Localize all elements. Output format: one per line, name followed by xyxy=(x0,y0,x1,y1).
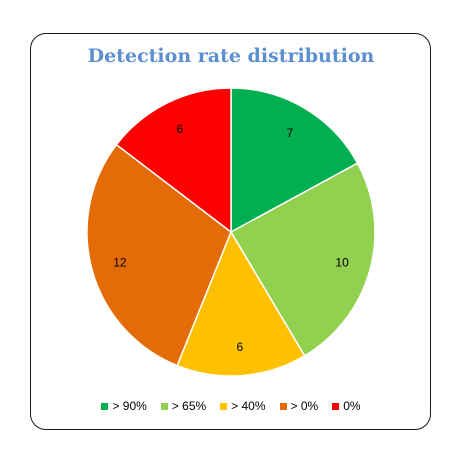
slice-value-label: 6 xyxy=(177,122,184,136)
legend-swatch xyxy=(220,402,228,410)
legend-swatch xyxy=(160,402,168,410)
legend-label: > 90% xyxy=(112,399,147,413)
slice-value-label: 12 xyxy=(113,256,127,270)
legend-label: 0% xyxy=(343,399,361,413)
pie-slice-4 xyxy=(86,143,232,367)
legend-item: > 40% xyxy=(220,399,266,413)
legend-item: > 90% xyxy=(101,399,147,413)
chart-legend: > 90% > 65% > 40% > 0% 0% xyxy=(0,399,458,413)
legend-item: 0% xyxy=(332,399,361,413)
pie-slice-2 xyxy=(229,162,376,357)
chart-title: Detection rate distribution xyxy=(87,45,375,67)
legend-swatch xyxy=(332,402,340,410)
pie-slice-3 xyxy=(176,230,306,377)
legend-label: > 0% xyxy=(290,399,319,413)
legend-label: > 65% xyxy=(171,399,207,413)
legend-swatch xyxy=(279,402,287,410)
pie-slice-1 xyxy=(230,87,359,234)
legend-item: > 65% xyxy=(160,399,207,413)
legend-swatch xyxy=(101,402,109,410)
pie-slice-5 xyxy=(115,87,232,234)
slice-value-label: 6 xyxy=(236,340,243,354)
slice-value-label: 7 xyxy=(287,126,294,140)
legend-item: > 0% xyxy=(279,399,319,413)
legend-label: > 40% xyxy=(231,399,266,413)
slice-value-label: 10 xyxy=(335,256,349,270)
